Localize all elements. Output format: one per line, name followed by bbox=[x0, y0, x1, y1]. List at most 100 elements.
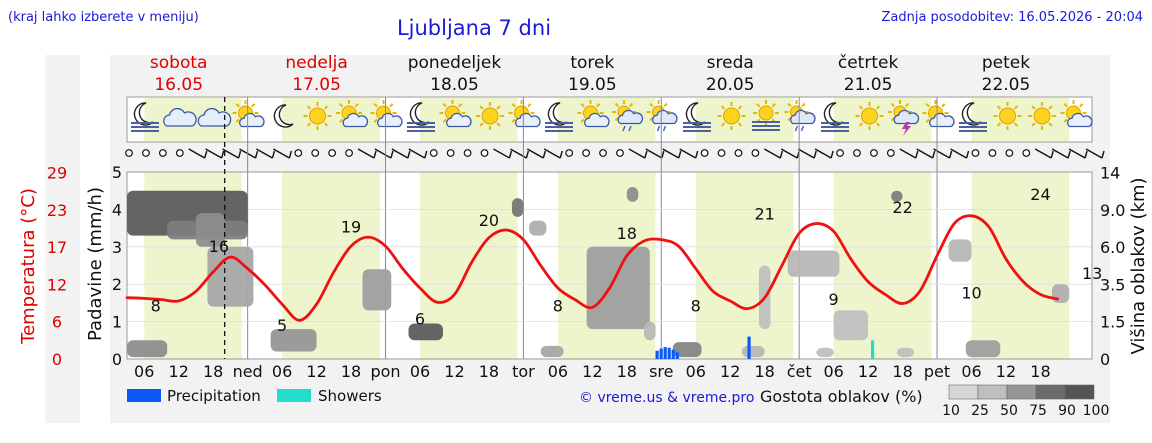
hour-tick: 06 bbox=[961, 362, 981, 381]
precipitation-bar bbox=[667, 347, 671, 359]
temperature-value-label: 9 bbox=[829, 290, 839, 309]
showers-swatch bbox=[277, 389, 311, 402]
density-tick: 100 bbox=[1083, 403, 1110, 419]
wind-calm-icon bbox=[429, 149, 438, 157]
daylight-band bbox=[971, 172, 1070, 359]
precipitation-tick: 5 bbox=[112, 163, 122, 182]
wind-calm-icon bbox=[294, 149, 303, 157]
hour-tick: 18 bbox=[617, 362, 637, 381]
hour-tick: 06 bbox=[410, 362, 430, 381]
density-swatch bbox=[1035, 384, 1066, 400]
showers-bar bbox=[870, 340, 875, 359]
daylight-band bbox=[695, 172, 794, 359]
legend-precipitation: Precipitation bbox=[167, 387, 261, 405]
wind-calm-icon bbox=[717, 149, 726, 157]
cloud-block bbox=[586, 246, 650, 330]
precipitation-swatch bbox=[127, 389, 161, 402]
wind-barb-icon bbox=[374, 148, 394, 159]
wind-calm-icon bbox=[446, 149, 455, 157]
hour-tick: 12 bbox=[720, 362, 740, 381]
cloud-block bbox=[195, 213, 225, 247]
hour-tick: 18 bbox=[479, 362, 499, 381]
temperature-value-label: 20 bbox=[479, 211, 499, 230]
hour-tick: 18 bbox=[341, 362, 361, 381]
moon-fog-icon bbox=[545, 102, 573, 132]
wind-calm-icon bbox=[599, 149, 607, 157]
hour-tick: 12 bbox=[996, 362, 1016, 381]
sun-icon bbox=[303, 102, 332, 130]
cloud-block bbox=[127, 340, 168, 358]
temperature-value-label: 10 bbox=[961, 284, 981, 303]
temperature-value-label: 8 bbox=[691, 296, 701, 315]
day-name: sreda bbox=[707, 53, 754, 73]
wind-calm-icon bbox=[836, 149, 844, 157]
wind-calm-icon bbox=[734, 149, 743, 157]
wind-calm-icon bbox=[616, 149, 624, 157]
wind-calm-icon bbox=[751, 149, 760, 157]
day-date: 19.05 bbox=[568, 75, 617, 95]
cloud-block bbox=[816, 347, 834, 358]
moon-icon bbox=[273, 104, 294, 128]
sun-icon bbox=[855, 102, 884, 130]
wind-barb-icon bbox=[543, 148, 563, 159]
day-name: nedelja bbox=[285, 53, 347, 73]
cloud-height-axis-label: Višina oblakov (km) bbox=[1128, 177, 1149, 354]
cloud-height-axis: 0 1.5 3.5 6.0 9.0 14 bbox=[1100, 164, 1125, 370]
wind-barb-icon bbox=[526, 148, 546, 159]
cloud-block bbox=[529, 220, 547, 236]
temperature-value-label: 22 bbox=[892, 198, 912, 217]
temperature-line bbox=[125, 214, 1060, 322]
cloud-height-tick: 9.0 bbox=[1100, 201, 1125, 220]
legend: Precipitation Showers © vreme.us & vreme… bbox=[127, 384, 1110, 419]
cloud-block bbox=[540, 345, 564, 358]
cloud-height-tick: 6.0 bbox=[1100, 238, 1125, 257]
thunder-icon bbox=[888, 100, 920, 136]
hour-tick: 06 bbox=[272, 362, 292, 381]
cloud-block bbox=[270, 329, 317, 352]
cloud-block bbox=[511, 198, 524, 217]
sun-cloud-icon bbox=[336, 100, 369, 128]
precipitation-bars bbox=[655, 336, 875, 359]
wind-barb-icon bbox=[679, 148, 699, 159]
wind-barb-icon bbox=[391, 148, 411, 159]
hour-tick: 18 bbox=[203, 362, 223, 381]
temperature-value-label: 5 bbox=[277, 316, 287, 335]
temperature-tick: 29 bbox=[47, 164, 67, 183]
sun-icon bbox=[1028, 102, 1056, 130]
wind-barb-icon bbox=[628, 148, 648, 159]
cloud-block bbox=[787, 250, 840, 277]
region-note[interactable]: (kraj lahko izberete v meniju) bbox=[8, 10, 199, 25]
temperature-labels: 8 16 5 19 6 20 8 18 8 21 9 22 10 24 13 bbox=[151, 185, 1103, 335]
hour-tick: 12 bbox=[169, 362, 189, 381]
wind-barb-icon bbox=[1085, 148, 1105, 159]
icon-daylight bbox=[695, 98, 794, 141]
moon-fog-icon bbox=[131, 102, 159, 132]
temperature-value-label: 16 bbox=[209, 237, 229, 256]
copyright-link[interactable]: © vreme.us & vreme.pro bbox=[579, 390, 754, 406]
plot-area: 8 16 5 19 6 20 8 18 8 21 9 22 10 24 13 bbox=[125, 97, 1103, 360]
day-abbreviation: tor bbox=[512, 362, 535, 381]
hour-tick: 18 bbox=[892, 362, 912, 381]
precipitation-bar bbox=[671, 349, 675, 359]
page-title: Ljubljana 7 dni bbox=[397, 16, 551, 40]
wind-barb-icon bbox=[797, 148, 817, 159]
hour-tick: 06 bbox=[548, 362, 568, 381]
cloud-block bbox=[626, 186, 639, 202]
sun-cloud-icon bbox=[577, 100, 610, 128]
temperature-gutter bbox=[45, 55, 80, 423]
precipitation-bar bbox=[747, 336, 751, 359]
day-abbreviation: pon bbox=[370, 362, 400, 381]
day-abbreviation: pet bbox=[924, 362, 950, 381]
sun-cloud-icon bbox=[370, 100, 403, 128]
wind-calm-icon bbox=[463, 149, 472, 157]
moon-fog-icon bbox=[407, 102, 435, 132]
sun-fog-icon bbox=[752, 100, 780, 131]
density-tick: 25 bbox=[971, 403, 989, 419]
temperature-value-label: 8 bbox=[151, 296, 161, 315]
wind-barb-icon bbox=[205, 148, 225, 159]
day-name: sobota bbox=[150, 53, 208, 73]
cloud-icon bbox=[197, 107, 232, 127]
cloud-block bbox=[362, 269, 392, 311]
day-date: 21.05 bbox=[844, 75, 893, 95]
wind-calm-icon bbox=[988, 149, 997, 157]
